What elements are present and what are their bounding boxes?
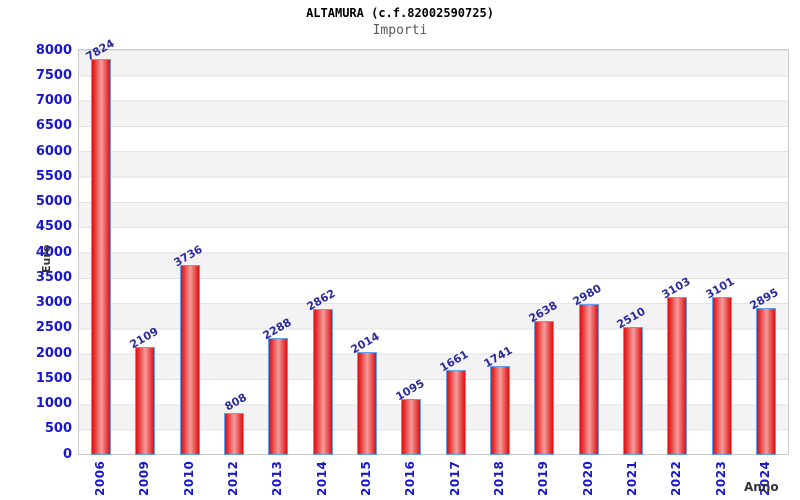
bar-2017 [445,370,466,455]
bar-2010 [179,265,200,455]
bar-2018 [489,366,510,455]
y-tick-label: 500 [44,421,72,437]
y-tick-label: 6500 [35,118,72,134]
y-tick-label: 2500 [35,320,72,336]
y-tick-label: 3000 [35,295,72,310]
x-tick-label: 2014 [314,460,329,496]
y-tick-label: 0 [62,446,72,462]
x-tick-label: 2019 [536,460,551,496]
y-tick-label: 7500 [35,67,72,83]
x-axis-title: Anno [744,480,779,494]
y-tick-label: 2000 [35,345,72,361]
bar-2016 [401,398,422,455]
x-tick-label: 2010 [181,460,196,496]
bar-2006 [91,58,112,455]
x-tick-label: 2013 [270,460,285,496]
y-tick-label: 8000 [35,42,72,58]
bar-2020 [578,303,599,455]
y-tick-label: 4500 [35,219,72,235]
bar-2015 [357,352,378,455]
x-tick-label: 2022 [669,460,684,496]
y-tick-label: 3500 [35,269,72,285]
bar-2012 [224,413,245,455]
x-tick-label: 2017 [447,460,462,496]
y-tick-label: 1000 [35,396,72,411]
x-tick-label: 2015 [359,460,374,496]
y-axis-title: Euro [40,244,53,273]
y-tick-label: 4000 [35,244,72,260]
chart-title: ALTAMURA (c.f.82002590725) [306,6,494,20]
bar-2023 [711,297,732,455]
bar-2022 [667,297,688,455]
y-tick-label: 5000 [35,194,72,209]
chart-subtitle: Importi [372,23,428,38]
x-tick-label: 2023 [713,460,728,496]
bar-2009 [135,347,156,455]
x-tick-label: 2016 [403,460,418,496]
y-tick-label: 1500 [35,370,72,386]
y-tick-label: 6000 [35,143,72,159]
bar-2013 [268,338,289,455]
bar-2014 [312,309,333,455]
x-tick-label: 2020 [580,460,595,496]
x-tick-label: 2009 [137,460,152,496]
x-tick-label: 2021 [624,460,639,496]
x-tick-label: 2006 [93,460,108,496]
bar-2024 [755,307,776,455]
y-tick-label: 7000 [35,93,72,108]
bar-2021 [622,327,643,455]
y-tick-label: 5500 [35,168,72,184]
bar-2019 [534,320,555,455]
x-tick-label: 2018 [491,460,506,496]
x-tick-label: 2012 [226,460,241,496]
